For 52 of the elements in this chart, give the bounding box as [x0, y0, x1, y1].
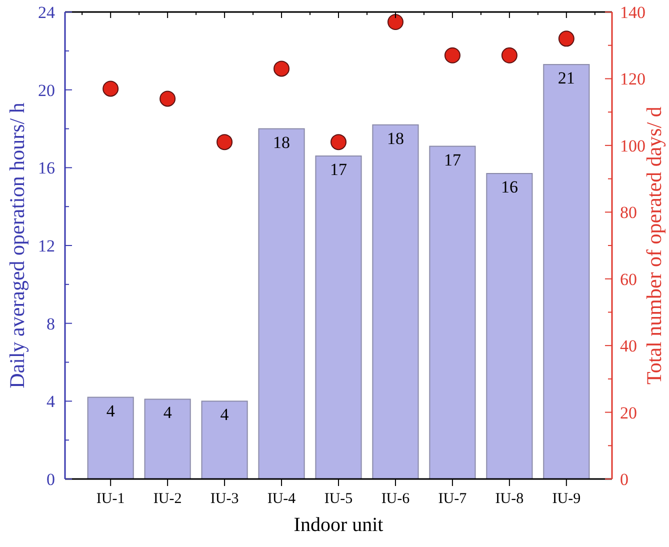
bar [543, 64, 590, 480]
y-axis-title: Daily averaged operation hours/ h [5, 102, 29, 388]
bar [201, 400, 248, 480]
bar [315, 155, 362, 480]
x-tick-label: IU-2 [153, 491, 182, 507]
data-label: 21 [558, 68, 575, 88]
bar [486, 173, 533, 480]
point [387, 14, 404, 30]
y-tick-label: 0 [46, 470, 55, 489]
point [330, 134, 346, 150]
x-tick-label: IU-6 [381, 491, 410, 507]
point [102, 80, 119, 97]
point [558, 30, 574, 47]
y-tick-label: 24 [38, 3, 56, 22]
y2-tick-label: 120 [620, 70, 646, 89]
x-axis-title: Indoor unit [294, 514, 384, 536]
point [501, 47, 518, 64]
x-tick-label: IU-1 [96, 491, 125, 507]
bar [372, 124, 419, 480]
data-label: 17 [330, 160, 348, 179]
point [274, 60, 290, 77]
data-label: 17 [444, 150, 462, 170]
x-tick-label: IU-8 [495, 491, 524, 507]
y2-tick-label: 140 [620, 3, 646, 22]
x-tick-label: IU-4 [267, 491, 296, 507]
y2-tick-label: 0 [620, 470, 628, 489]
data-label: 18 [386, 128, 404, 148]
bar [144, 398, 191, 480]
data-label: 4 [106, 401, 116, 420]
bar [258, 128, 305, 480]
data-label: 18 [273, 132, 290, 152]
bar [429, 146, 476, 480]
x-tick-label: IU-3 [210, 491, 239, 507]
y2-tick-label: 40 [620, 336, 637, 356]
y2-tick-label: 80 [620, 203, 637, 222]
y-tick-label: 12 [38, 236, 55, 256]
point [216, 134, 233, 150]
y-tick-label: 4 [46, 392, 56, 412]
y-tick-label: 20 [38, 80, 55, 100]
point [160, 90, 176, 107]
x-tick-label: IU-7 [438, 491, 468, 507]
y2-tick-label: 60 [620, 270, 637, 289]
x-tick-label: IU-9 [552, 491, 581, 507]
data-label: 16 [500, 178, 518, 197]
data-label: 4 [163, 403, 172, 422]
data-label: 4 [220, 405, 230, 424]
y-tick-label: 8 [46, 314, 55, 334]
point [444, 47, 460, 64]
y-tick-label: 16 [38, 158, 55, 178]
y2-tick-label: 20 [620, 403, 637, 422]
x-tick-label: IU-5 [324, 491, 353, 507]
bar [87, 396, 134, 480]
